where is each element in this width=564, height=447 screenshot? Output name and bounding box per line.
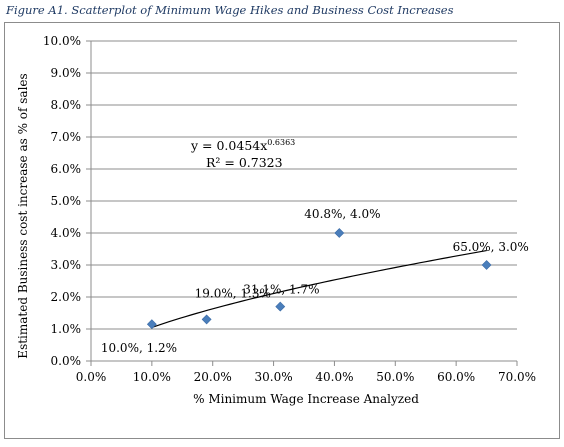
y-tick-label: 8.0% bbox=[51, 98, 82, 112]
x-tick-label: 10.0% bbox=[133, 370, 171, 384]
trendline-group bbox=[151, 249, 487, 328]
data-point-marker bbox=[201, 314, 212, 325]
x-tick-label: 20.0% bbox=[194, 370, 232, 384]
y-tick-label: 4.0% bbox=[51, 226, 82, 240]
y-tick-label: 0.0% bbox=[51, 354, 82, 368]
x-tick-label: 70.0% bbox=[498, 370, 536, 384]
y-tick-label: 6.0% bbox=[51, 162, 82, 176]
x-tick-label: 40.0% bbox=[315, 370, 353, 384]
trendline-r-squared: R² = 0.7323 bbox=[206, 155, 283, 170]
trendline-equation: y = 0.0454x0.6363 bbox=[190, 138, 295, 153]
y-axis-title: Estimated Business cost increase as % of… bbox=[16, 73, 30, 358]
x-axis-title: % Minimum Wage Increase Analyzed bbox=[193, 392, 419, 406]
gridlines bbox=[91, 40, 517, 330]
y-tick-label: 1.0% bbox=[51, 322, 82, 336]
data-point-marker bbox=[146, 319, 157, 330]
equation-exponent: 0.6363 bbox=[267, 138, 295, 147]
data-point-label: 10.0%, 1.2% bbox=[101, 341, 177, 355]
y-tick-label: 9.0% bbox=[51, 66, 82, 80]
y-tick-label: 5.0% bbox=[51, 194, 82, 208]
chart-frame: 0.0% 1.0% 2.0% 3.0% 4.0% 5.0% 6.0% 7.0% 8.0% 9.0%… bbox=[4, 22, 560, 439]
equation-main: y = 0.0454x bbox=[190, 138, 267, 153]
figure-caption: Figure A1. Scatterplot of Minimum Wage H… bbox=[6, 3, 454, 17]
x-tick-labels: 0.0% 10.0% 20.0% 30.0% 40.0% 50.0% 60.0% 70.0% bbox=[76, 370, 536, 384]
y-tick-label: 10.0% bbox=[43, 34, 81, 48]
data-point-label: 19.0%, 1.3% bbox=[195, 286, 271, 300]
data-point-label: 40.8%, 4.0% bbox=[304, 207, 380, 221]
x-tick-label: 50.0% bbox=[376, 370, 414, 384]
x-tick-label: 30.0% bbox=[255, 370, 293, 384]
data-labels: 10.0%, 1.2% 19.0%, 1.3%31.1%, 1.7% 40.8%, … bbox=[101, 207, 529, 355]
data-point-label: 65.0%, 3.0% bbox=[453, 240, 529, 254]
data-points bbox=[146, 228, 492, 330]
y-tick-labels: 0.0% 1.0% 2.0% 3.0% 4.0% 5.0% 6.0% 7.0% 8.0% 9.0%… bbox=[43, 34, 81, 368]
x-tick-label: 0.0% bbox=[76, 370, 107, 384]
scatter-chart: 0.0% 1.0% 2.0% 3.0% 4.0% 5.0% 6.0% 7.0% 8.0% 9.0%… bbox=[16, 34, 536, 406]
data-point-marker bbox=[275, 301, 286, 312]
y-tick-label: 2.0% bbox=[51, 290, 82, 304]
axes bbox=[86, 40, 518, 366]
data-point-marker bbox=[481, 260, 492, 270]
data-point-marker bbox=[334, 228, 345, 238]
y-tick-label: 7.0% bbox=[51, 130, 82, 144]
y-tick-label: 3.0% bbox=[51, 258, 82, 272]
data-point-label: 31.1%, 1.7% bbox=[243, 283, 319, 297]
x-tick-label: 60.0% bbox=[437, 370, 475, 384]
trendline-curve bbox=[151, 249, 487, 328]
